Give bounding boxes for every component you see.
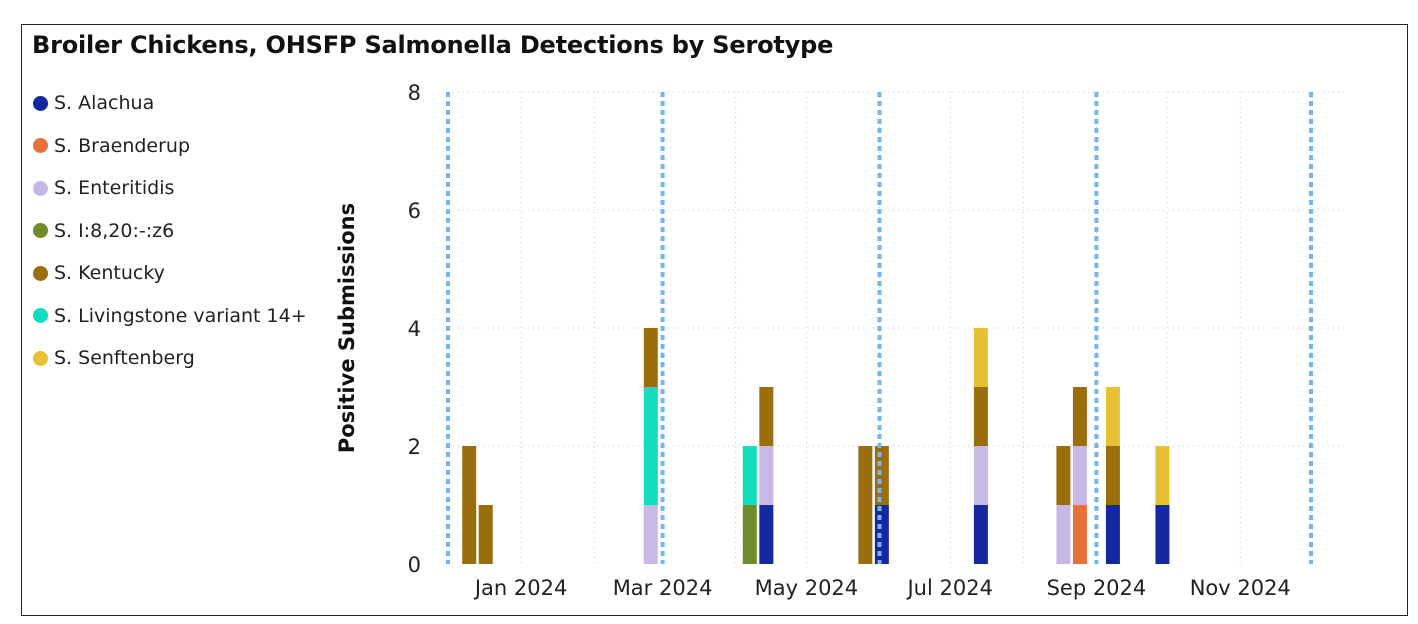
bar-segment[interactable] — [643, 328, 658, 387]
legend-marker-icon — [33, 265, 48, 281]
bar-segment[interactable] — [1105, 387, 1120, 446]
chart-legend: S. Alachua S. Braenderup S. Enteritidis S. … — [33, 82, 307, 380]
legend-label: S. Kentucky — [54, 262, 165, 285]
bar-segment[interactable] — [1056, 446, 1071, 505]
bar-segment[interactable] — [1105, 505, 1120, 564]
bar-segment[interactable] — [643, 505, 658, 564]
legend-label: S. Braenderup — [54, 134, 191, 157]
x-tick-label: Nov 2024 — [1190, 576, 1291, 600]
bar-segment[interactable] — [973, 446, 988, 505]
y-axis-label: Positive Submissions — [335, 203, 359, 453]
bar-segment[interactable] — [742, 505, 757, 564]
legend-item[interactable]: S. Livingstone variant 14+ — [33, 295, 307, 338]
legend-item[interactable]: S. Alachua — [33, 82, 307, 125]
x-tick-label: Mar 2024 — [613, 576, 713, 600]
legend-item[interactable]: S. Braenderup — [33, 125, 307, 168]
legend-item[interactable]: S. I:8,20:-:z6 — [33, 210, 307, 253]
bar-segment[interactable] — [742, 446, 757, 505]
bar-segment[interactable] — [1155, 446, 1170, 505]
bar-segment[interactable] — [973, 505, 988, 564]
legend-marker-icon — [33, 95, 48, 111]
bar-segment[interactable] — [1072, 505, 1087, 564]
y-tick-label: 6 — [408, 199, 421, 223]
legend-label: S. Senftenberg — [54, 347, 195, 370]
legend-marker-icon — [33, 308, 48, 324]
y-tick-label: 4 — [408, 317, 421, 341]
grid-layer — [448, 91, 1344, 564]
legend-marker-icon — [33, 180, 48, 196]
bar-segment[interactable] — [1056, 505, 1071, 564]
x-tick-label: Jan 2024 — [473, 576, 568, 600]
x-tick-label: May 2024 — [755, 576, 859, 600]
bar-segment[interactable] — [874, 505, 889, 564]
chart-frame — [21, 24, 1408, 616]
y-tick-label: 8 — [408, 81, 421, 105]
legend-marker-icon — [33, 138, 48, 154]
axis-layer: 0 2 4 6 8 Jan 2024 Mar 2024 May 2024 Jul 2024 Sep… — [408, 81, 1291, 600]
bar-segment[interactable] — [1072, 446, 1087, 505]
x-tick-label: Jul 2024 — [905, 576, 992, 600]
bar-segment[interactable] — [973, 328, 988, 387]
y-tick-label: 2 — [408, 435, 421, 459]
legend-marker-icon — [33, 223, 48, 239]
legend-label: S. Alachua — [54, 92, 155, 115]
legend-label: S. Livingstone variant 14+ — [54, 304, 307, 327]
reference-lines — [446, 92, 1313, 564]
x-tick-label: Sep 2024 — [1047, 576, 1147, 600]
chart-title: Broiler Chickens, OHSFP Salmonella Detec… — [32, 31, 834, 59]
legend-item[interactable]: S. Senftenberg — [33, 337, 307, 380]
bar-segment[interactable] — [1105, 446, 1120, 505]
legend-item[interactable]: S. Enteritidis — [33, 167, 307, 210]
bar-segment[interactable] — [759, 387, 774, 446]
legend-label: S. I:8,20:-:z6 — [54, 219, 175, 242]
bar-segment[interactable] — [643, 387, 658, 505]
bar-segment[interactable] — [759, 505, 774, 564]
legend-item[interactable]: S. Kentucky — [33, 252, 307, 295]
bar-segment[interactable] — [874, 446, 889, 505]
bar-segment[interactable] — [973, 387, 988, 446]
bar-segment[interactable] — [759, 446, 774, 505]
bar-segment[interactable] — [1155, 505, 1170, 564]
bar-segment[interactable] — [1072, 387, 1087, 446]
bar-segment[interactable] — [462, 446, 477, 564]
y-tick-label: 0 — [408, 553, 421, 577]
legend-label: S. Enteritidis — [54, 177, 175, 200]
legend-marker-icon — [33, 350, 48, 366]
bar-segment[interactable] — [858, 446, 873, 564]
bar-layer — [462, 328, 1170, 564]
bar-segment[interactable] — [478, 505, 493, 564]
